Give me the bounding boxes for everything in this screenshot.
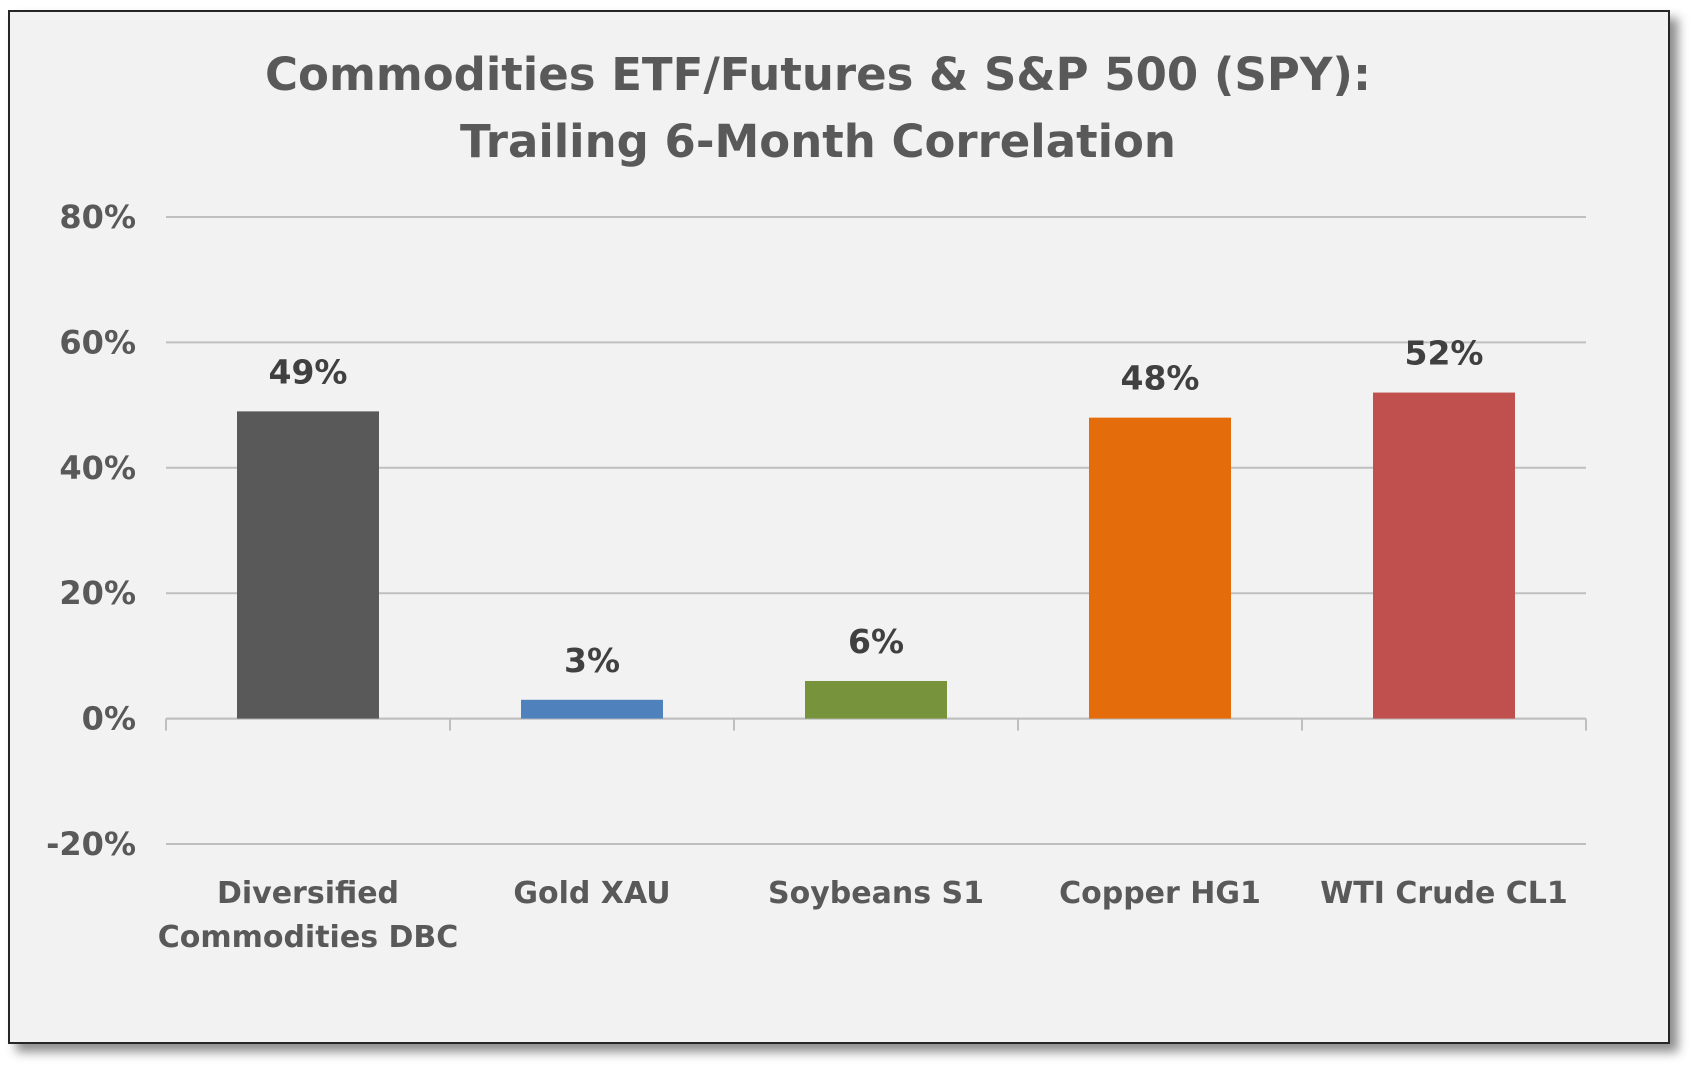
category-labels: Diversified Commodities DBC Gold XAU Soybea…	[158, 876, 1568, 955]
category-label: Copper HG1	[1059, 876, 1261, 911]
data-label: 3%	[564, 641, 620, 680]
y-tick-label: 0%	[82, 700, 136, 738]
bars	[237, 392, 1515, 719]
category-label: Soybeans S1	[768, 876, 984, 911]
data-label: 52%	[1405, 334, 1484, 373]
category-label: Diversified	[217, 876, 399, 911]
bar-chart: Commodities ETF/Futures & S&P 500 (SPY):…	[46, 48, 1587, 955]
category-label: Commodities DBC	[158, 920, 459, 955]
category-label: Gold XAU	[513, 876, 670, 911]
bar	[1373, 392, 1515, 719]
data-label: 49%	[269, 352, 348, 391]
data-label: 6%	[848, 622, 904, 661]
x-axis	[165, 717, 1587, 731]
y-tick-label: 80%	[59, 198, 136, 236]
chart-container: Commodities ETF/Futures & S&P 500 (SPY):…	[8, 10, 1670, 1044]
y-tick-label: 40%	[59, 449, 136, 487]
y-tick-label: 20%	[59, 574, 136, 612]
bar	[521, 699, 663, 719]
bar	[1089, 417, 1231, 719]
bar	[237, 411, 379, 719]
y-tick-label: -20%	[46, 825, 136, 863]
y-axis-tick-labels: 80% 60% 40% 20% 0% -20%	[46, 198, 136, 863]
category-label: WTI Crude CL1	[1320, 876, 1568, 911]
y-tick-label: 60%	[59, 323, 136, 361]
data-labels: 49% 3% 6% 48% 52%	[269, 334, 1484, 680]
data-label: 48%	[1121, 359, 1200, 398]
chart-title-line-2: Trailing 6-Month Correlation	[460, 115, 1176, 168]
bar	[805, 680, 947, 719]
chart-title-line-1: Commodities ETF/Futures & S&P 500 (SPY):	[265, 48, 1371, 101]
